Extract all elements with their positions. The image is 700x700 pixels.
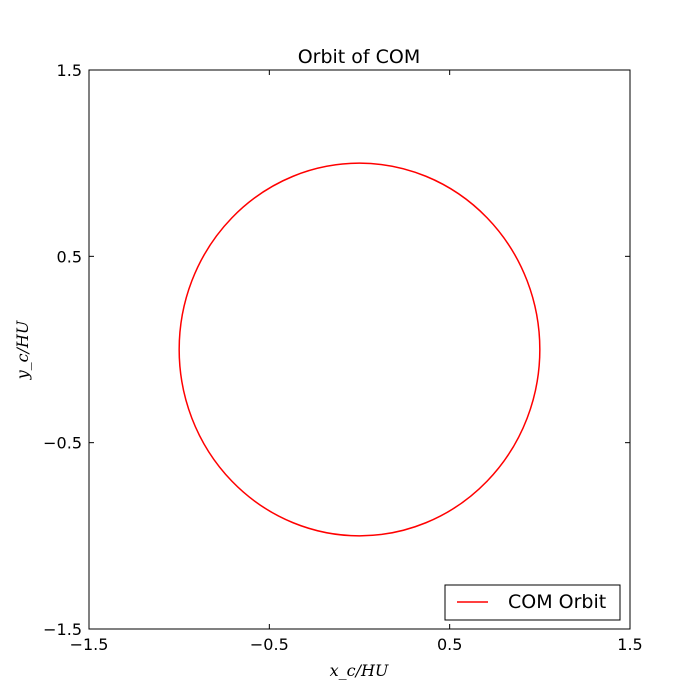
legend-label: COM Orbit <box>508 591 606 613</box>
y-axis-label: y_c/HU <box>13 320 32 380</box>
axes-frame <box>88 69 631 630</box>
x-tick-label: −0.5 <box>250 635 289 654</box>
legend: COM Orbit <box>444 584 621 621</box>
tick-labels: −1.5 −0.5 0.5 1.5 −1.5 −0.5 0.5 1.5 <box>43 61 643 654</box>
chart-title: Orbit of COM <box>298 46 421 68</box>
x-tick-label: 0.5 <box>437 635 462 654</box>
y-tick-label: −1.5 <box>43 620 82 639</box>
series-line-0 <box>178 162 541 537</box>
x-axis-label: x_c/HU <box>330 661 389 680</box>
plot-area <box>178 162 541 537</box>
y-tick-label: 0.5 <box>57 247 82 266</box>
y-tick-label: 1.5 <box>57 61 82 80</box>
y-tick-label: −0.5 <box>43 434 82 453</box>
x-tick-label: 1.5 <box>617 635 642 654</box>
axis-ticks <box>88 69 631 630</box>
x-tick-label: −1.5 <box>70 635 109 654</box>
